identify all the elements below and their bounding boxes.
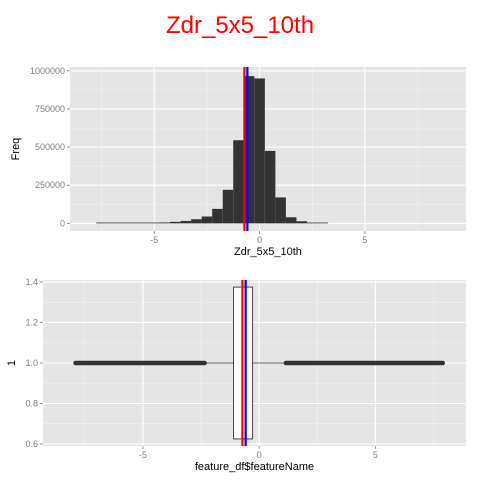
- y-tick-label: 500000: [35, 142, 65, 152]
- histogram-bar: [317, 222, 329, 224]
- histogram-bar: [264, 150, 276, 224]
- y-tick-label: 0.8: [25, 398, 38, 408]
- histogram-bar: [201, 216, 213, 224]
- histogram-bar: [159, 222, 171, 224]
- histogram-bar: [243, 76, 255, 224]
- x-axis-title: Zdr_5x5_10th: [234, 246, 302, 258]
- x-tick-label: -5: [150, 235, 158, 245]
- x-tick-label: -5: [139, 450, 147, 460]
- y-tick-label: 1.0: [25, 358, 38, 368]
- histogram-bar: [117, 222, 128, 224]
- x-tick-label: 5: [362, 235, 367, 245]
- y-tick-label: 1000000: [30, 66, 65, 76]
- histogram-bar: [306, 222, 318, 224]
- y-tick-label: 250000: [35, 180, 65, 190]
- histogram-bar: [148, 222, 160, 224]
- histogram-bar: [106, 222, 118, 224]
- histogram-bar: [233, 140, 244, 224]
- y-axis-title: Freq: [10, 138, 22, 161]
- histogram-bar: [212, 208, 223, 224]
- histogram-bar: [285, 217, 297, 224]
- y-tick-label: 0.6: [25, 439, 38, 449]
- histogram-bar: [127, 222, 139, 224]
- histogram-bar: [191, 219, 202, 224]
- histogram-bar: [138, 222, 149, 224]
- y-tick-label: 1.4: [25, 277, 38, 287]
- y-tick-label: 750000: [35, 104, 65, 114]
- x-tick-label: 5: [373, 450, 378, 460]
- histogram-panel: [70, 67, 466, 231]
- y-tick-label: 1.2: [25, 318, 38, 328]
- histogram-bar: [296, 221, 307, 224]
- x-axis-title: feature_df$featureName: [195, 461, 314, 473]
- boxplot-panel: [43, 280, 466, 446]
- histogram-bar: [170, 221, 181, 224]
- chart-title: Zdr_5x5_10th: [165, 12, 315, 39]
- histogram-bar: [180, 220, 192, 224]
- y-axis-title: 1: [6, 360, 18, 366]
- histogram-bar: [96, 222, 107, 224]
- x-tick-label: 0: [257, 450, 262, 460]
- x-tick-label: 0: [257, 235, 262, 245]
- histogram-bar: [222, 189, 234, 224]
- y-tick-label: 0: [60, 218, 65, 228]
- histogram-bar: [275, 197, 286, 224]
- histogram-bar: [254, 78, 265, 224]
